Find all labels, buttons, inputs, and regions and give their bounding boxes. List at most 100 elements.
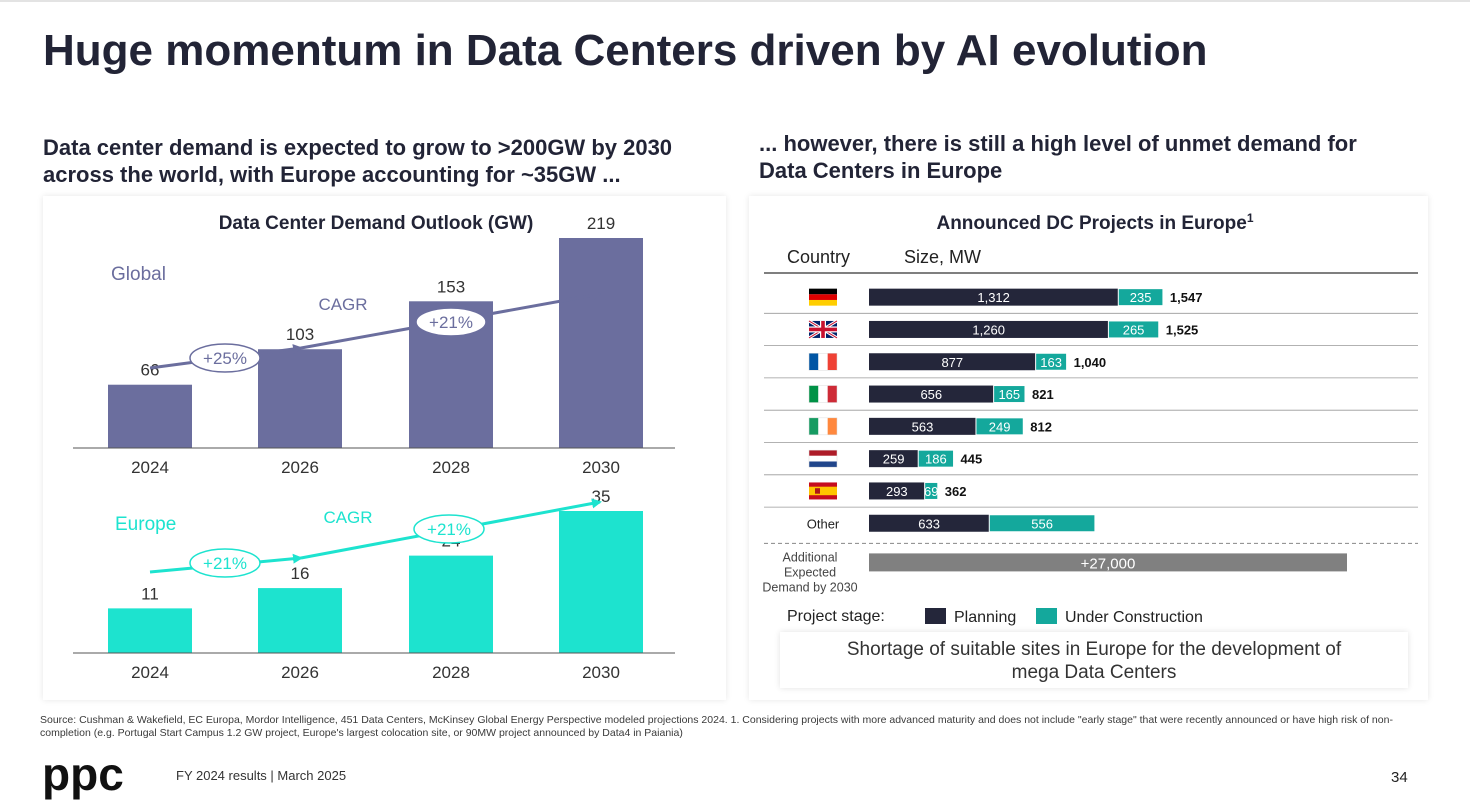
uk-flag-icon	[808, 319, 838, 340]
bar-value-global-2026: 103	[286, 325, 314, 344]
bar-additional-demand	[869, 553, 1347, 572]
bar-total-label-5: 445	[961, 452, 983, 467]
bar-planning-label-1: 1,260	[972, 322, 1005, 337]
netherlands-flag-icon	[808, 449, 838, 468]
bar-planning-6	[869, 482, 925, 500]
bar-total-label-4: 812	[1030, 419, 1052, 434]
bar-europe-2028	[409, 555, 493, 653]
x-tick-europe-2030: 2030	[582, 663, 620, 682]
ppc-logo: ppc	[42, 754, 124, 800]
footer-text: FY 2024 results | March 2025	[176, 768, 347, 783]
bar-construction-label-6: 69	[924, 484, 938, 499]
bar-construction-0	[1117, 288, 1164, 307]
cagr-bubble-2-global	[415, 307, 487, 337]
demand-outlook-chart: Data Center Demand Outlook (GW) Global 66 2…	[73, 213, 675, 682]
bar-europe-2024	[108, 608, 192, 653]
bar-planning-label-3: 656	[920, 387, 942, 402]
cagr-rate-2-global: +21%	[429, 313, 473, 332]
x-tick-europe-2024: 2024	[131, 663, 169, 682]
bar-total-label-1: 1,525	[1166, 322, 1199, 337]
bar-total-label-2: 1,040	[1074, 355, 1107, 370]
left-subtitle-line-2: across the world, with Europe accounting…	[43, 162, 621, 187]
bar-additional-label: +27,000	[1081, 555, 1136, 572]
left-subtitle-line-1: Data center demand is expected to grow t…	[43, 135, 673, 160]
page-number: 34	[1391, 769, 1408, 786]
bar-planning-3	[869, 385, 994, 403]
country-label-other: Other	[807, 516, 840, 531]
bar-planning-1	[869, 320, 1109, 338]
italy-flag-icon	[808, 385, 838, 403]
bar-construction-1	[1107, 320, 1160, 339]
ireland-flag-icon	[808, 417, 838, 436]
bar-construction-6	[924, 481, 939, 500]
x-tick-global-2026: 2026	[281, 458, 319, 477]
bar-value-europe-2026: 16	[291, 564, 310, 583]
legend-swatch-construction	[1036, 608, 1057, 624]
bar-planning-label-2: 877	[941, 355, 963, 370]
callout-line-2: mega Data Centers	[1011, 662, 1177, 683]
legend-title: Project stage:	[787, 608, 885, 625]
bar-value-global-2028: 153	[437, 277, 465, 296]
bar-construction-5	[917, 449, 955, 468]
legend-label-construction: Under Construction	[1065, 609, 1203, 626]
dc-projects-chart: Announced DC Projects in Europe1 Country S…	[762, 211, 1418, 626]
cagr-rate-1-global: +25%	[203, 349, 247, 368]
legend-swatch-planning	[925, 608, 946, 624]
right-subtitle-line-1: ... however, there is still a high level…	[759, 131, 1357, 156]
additional-label-line-2: Expected	[784, 565, 836, 579]
callout-line-1: Shortage of suitable sites in Europe for…	[846, 639, 1342, 660]
bar-value-europe-2024: 11	[141, 584, 159, 603]
bar-planning-label-6: 293	[886, 484, 908, 499]
series-label-europe: Europe	[115, 514, 176, 535]
bar-planning-0	[869, 288, 1119, 306]
germany-flag-icon	[809, 288, 837, 306]
col-header-country: Country	[787, 247, 850, 267]
page-title: Huge momentum in Data Centers driven by …	[43, 26, 1208, 75]
x-tick-europe-2026: 2026	[281, 663, 319, 682]
right-subtitle-line-2: Data Centers in Europe	[759, 158, 1003, 183]
bar-europe-2030	[559, 511, 643, 653]
bar-total-label-3: 821	[1032, 387, 1054, 402]
cagr-label-global: CAGR	[318, 295, 367, 314]
bar-construction-4	[975, 417, 1024, 436]
bar-construction-label-0: 235	[1130, 290, 1152, 305]
dc-projects-panel: Announced DC Projects in Europe1 Country S…	[749, 196, 1428, 700]
bar-construction-2	[1035, 352, 1068, 371]
bar-total-label-0: 1,547	[1170, 290, 1203, 305]
additional-label-line-1: Additional	[783, 550, 838, 564]
bar-construction-7	[988, 514, 1096, 533]
bar-construction-label-1: 265	[1123, 322, 1145, 337]
bar-construction-label-5: 186	[925, 452, 947, 467]
bar-construction-label-3: 165	[998, 387, 1020, 402]
bar-value-global-2030: 219	[587, 214, 615, 233]
bar-construction-label-4: 249	[989, 419, 1011, 434]
bar-planning-label-0: 1,312	[977, 290, 1010, 305]
bar-value-global-2024: 66	[141, 361, 160, 380]
shortage-callout: Shortage of suitable sites in Europe for…	[780, 632, 1408, 688]
right-subtitle: ... however, there is still a high level…	[759, 130, 1357, 184]
bar-construction-3	[993, 385, 1026, 404]
bar-total-label-6: 362	[945, 484, 967, 499]
col-header-size: Size, MW	[904, 247, 981, 267]
cagr-bubble-1-global	[189, 343, 261, 373]
series-label-global: Global	[111, 264, 166, 285]
x-tick-global-2024: 2024	[131, 458, 169, 477]
cagr-bubble-1-europe	[189, 548, 261, 578]
bar-construction-label-2: 163	[1040, 355, 1062, 370]
bar-planning-7	[869, 514, 990, 532]
left-chart-title: Data Center Demand Outlook (GW)	[219, 213, 534, 234]
cagr-rate-2-europe: +21%	[427, 520, 471, 539]
bar-construction-label-7: 556	[1031, 516, 1053, 531]
bar-planning-label-4: 563	[912, 419, 934, 434]
left-subtitle: Data center demand is expected to grow t…	[43, 134, 672, 188]
cagr-label-europe: CAGR	[323, 508, 372, 527]
bar-planning-2	[869, 353, 1036, 371]
title-footnote-mark: 1	[1247, 211, 1254, 225]
bar-global-2026	[258, 349, 342, 448]
spain-flag-icon	[809, 482, 837, 500]
x-tick-global-2030: 2030	[582, 458, 620, 477]
bar-planning-5	[869, 450, 919, 468]
bar-global-2024	[108, 384, 192, 448]
france-flag-icon	[808, 353, 838, 371]
additional-label-line-3: Demand by 2030	[762, 580, 857, 594]
